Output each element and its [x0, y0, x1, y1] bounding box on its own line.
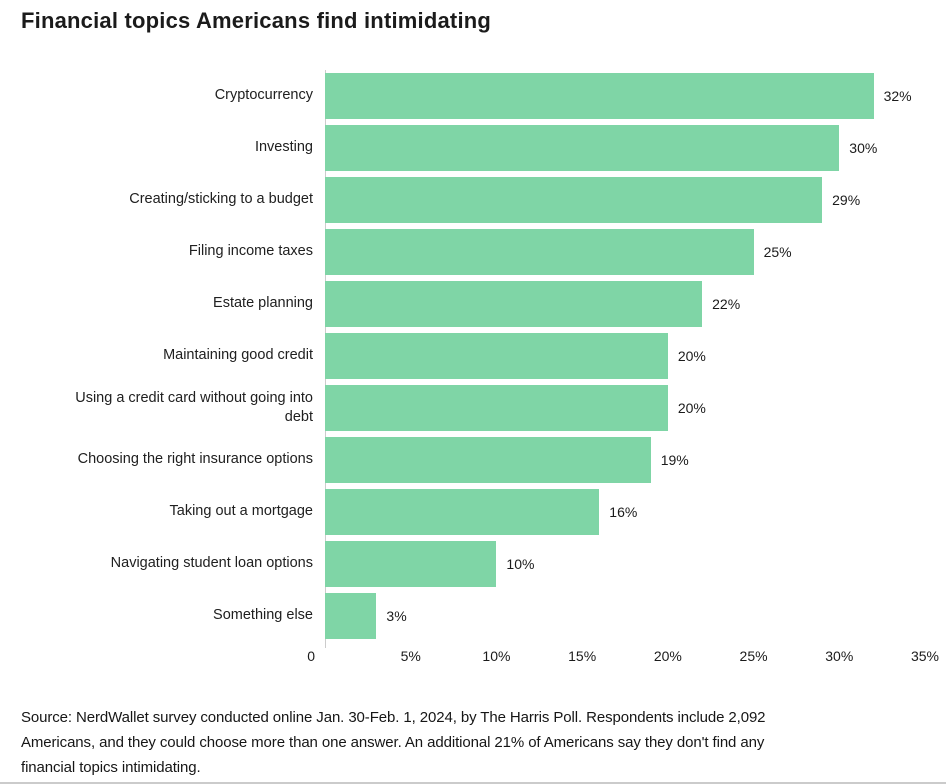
plot-cell: 22%: [325, 281, 946, 327]
category-label: Choosing the right insurance options: [77, 451, 313, 468]
value-label: 20%: [677, 400, 706, 416]
source-line: Americans, and they could choose more th…: [21, 734, 765, 751]
value-label: 32%: [883, 88, 912, 104]
x-axis-tick: 35%: [910, 648, 940, 664]
chart-row: Taking out a mortgage 16%: [0, 486, 946, 538]
category-label: Estate planning: [213, 295, 313, 312]
x-axis-tick: 10%: [482, 648, 511, 664]
value-label: 22%: [712, 296, 741, 312]
chart-row: Cryptocurrency 32%: [0, 70, 946, 122]
plot-cell: 10%: [325, 541, 946, 587]
value-label: 16%: [609, 504, 638, 520]
source-line: financial topics intimidating.: [21, 759, 201, 776]
plot-cell: 25%: [325, 229, 946, 275]
chart-row: Something else 3%: [0, 590, 946, 642]
bar: [325, 125, 840, 171]
x-axis: 0 5% 10% 15% 20% 25% 30% 35%: [307, 642, 946, 672]
category-label: Maintaining good credit: [163, 347, 313, 364]
bar: [325, 437, 651, 483]
value-label: 29%: [832, 192, 861, 208]
category-label: Navigating student loan options: [110, 555, 313, 572]
bar: [325, 333, 668, 379]
category-label: Filing income taxes: [188, 243, 313, 260]
x-axis-tick: 25%: [739, 648, 768, 664]
source-note: Source: NerdWallet survey conducted onli…: [21, 705, 929, 780]
category-label: Investing: [254, 139, 313, 156]
chart-row: Navigating student loan options 10%: [0, 538, 946, 590]
bar-chart: Cryptocurrency 32% Investing 30% Creating/st…: [0, 70, 946, 672]
chart-rows: Cryptocurrency 32% Investing 30% Creating/st…: [0, 70, 946, 642]
plot-cell: 19%: [325, 437, 946, 483]
plot-cell: 20%: [325, 385, 946, 431]
category-label: Creating/sticking to a budget: [129, 191, 313, 208]
bar: [325, 229, 754, 275]
bar: [325, 177, 823, 223]
bar: [325, 593, 377, 639]
chart-row: Creating/sticking to a budget 29%: [0, 174, 946, 226]
chart-row: Investing 30%: [0, 122, 946, 174]
value-label: 19%: [660, 452, 689, 468]
plot-cell: 16%: [325, 489, 946, 535]
x-axis-tick: 5%: [400, 648, 421, 664]
value-label: 20%: [677, 348, 706, 364]
chart-row: Choosing the right insurance options 19%: [0, 434, 946, 486]
plot-cell: 29%: [325, 177, 946, 223]
bar: [325, 73, 874, 119]
plot-cell: 30%: [325, 125, 946, 171]
value-label: 25%: [763, 244, 792, 260]
value-label: 10%: [506, 556, 535, 572]
x-axis-tick: 30%: [825, 648, 854, 664]
chart-row: Using a credit card without going into d…: [0, 382, 946, 434]
chart-row: Filing income taxes 25%: [0, 226, 946, 278]
chart-row: Maintaining good credit 20%: [0, 330, 946, 382]
bar: [325, 541, 497, 587]
x-axis-tick: 0: [307, 648, 315, 664]
value-label: 3%: [386, 608, 407, 624]
category-label: Cryptocurrency: [214, 87, 313, 104]
plot-cell: 20%: [325, 333, 946, 379]
value-label: 30%: [849, 140, 878, 156]
bar: [325, 385, 668, 431]
x-axis-tick: 15%: [568, 648, 597, 664]
category-label: Using a credit card without going into d…: [75, 389, 313, 425]
bar: [325, 489, 600, 535]
plot-cell: 32%: [325, 73, 946, 119]
chart-title: Financial topics Americans find intimida…: [21, 8, 492, 33]
chart-row: Estate planning 22%: [0, 278, 946, 330]
category-label: Something else: [213, 607, 313, 624]
x-axis-tick: 20%: [653, 648, 682, 664]
bar: [325, 281, 703, 327]
plot-cell: 3%: [325, 593, 946, 639]
bottom-divider: [0, 782, 946, 784]
source-line: Source: NerdWallet survey conducted onli…: [21, 709, 766, 726]
category-label: Taking out a mortgage: [169, 503, 313, 520]
